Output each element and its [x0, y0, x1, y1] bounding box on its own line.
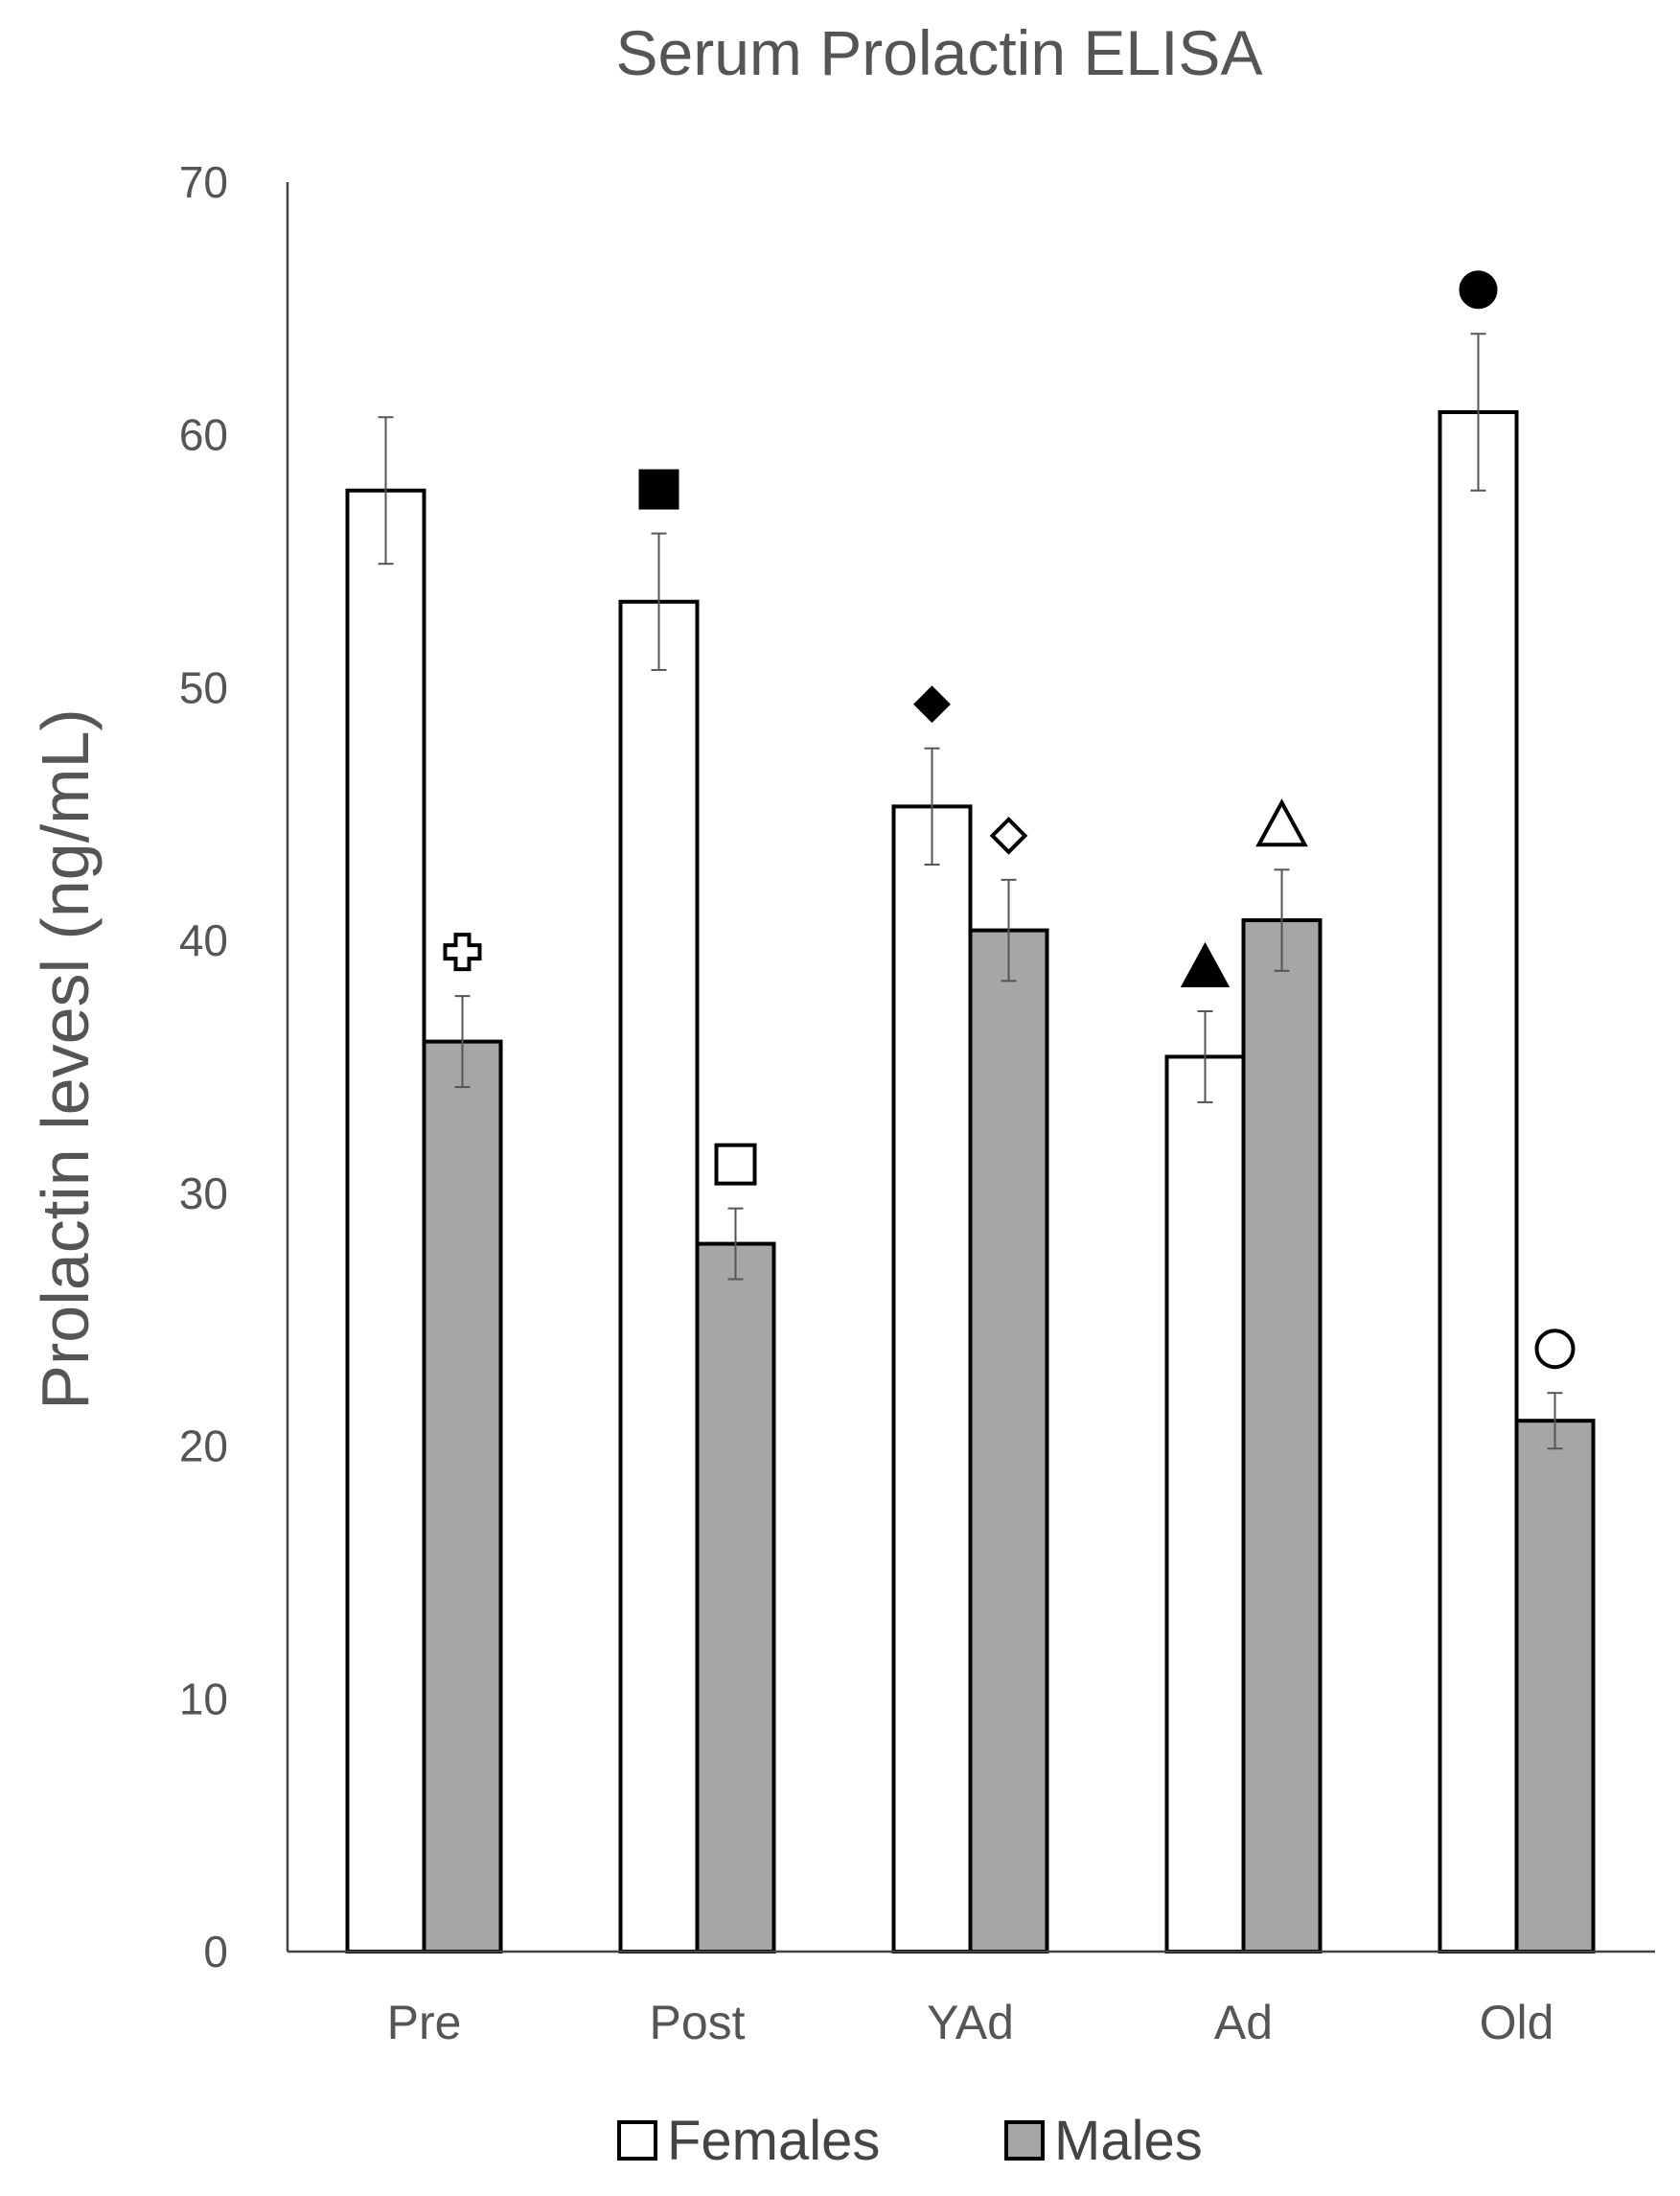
y-tick-label: 70: [179, 157, 228, 207]
bar-males-old: [1514, 1419, 1596, 1953]
x-category-label: Ad: [1214, 1996, 1273, 2049]
axes: [286, 182, 1655, 1953]
significance-marker-open-cross: [443, 933, 482, 972]
bar-females-ad: [1164, 1054, 1246, 1953]
bar-females-pre: [345, 488, 426, 1953]
significance-marker-open-circle: [1534, 1329, 1576, 1370]
chart-title: Serum Prolactin ELISA: [616, 17, 1263, 88]
x-category-label: Old: [1480, 1996, 1554, 2049]
y-tick-label: 30: [179, 1168, 228, 1218]
x-axis-categories: Pre Post YAd Ad Old: [387, 1996, 1554, 2049]
x-category-label: Post: [649, 1996, 745, 2049]
y-axis-ticks: 0 10 20 30 40 50 60 70: [179, 157, 228, 1976]
y-tick-label: 50: [179, 662, 228, 712]
significance-marker-filled-circle: [1459, 270, 1498, 310]
bar-males-yad: [968, 928, 1049, 1954]
legend-swatch-males: [1004, 2120, 1045, 2161]
y-tick-label: 0: [203, 1927, 228, 1976]
bar-females-yad: [891, 804, 973, 1953]
y-tick-label: 20: [179, 1422, 228, 1471]
bar-females-post: [618, 599, 700, 1953]
y-tick-label: 40: [179, 915, 228, 965]
x-category-label: Pre: [387, 1996, 462, 2049]
bar-males-pre: [422, 1039, 503, 1953]
significance-marker-filled-diamond: [913, 685, 951, 724]
bars-group: [345, 270, 1596, 1954]
significance-marker-open-triangle: [1255, 798, 1308, 847]
legend-label-females: Females: [667, 2110, 880, 2172]
legend-swatch-females: [617, 2120, 657, 2161]
bar-females-old: [1438, 409, 1519, 1954]
significance-marker-filled-triangle: [1180, 941, 1231, 987]
x-category-label: YAd: [927, 1996, 1014, 2049]
bar-males-post: [695, 1241, 776, 1953]
y-tick-label: 60: [179, 410, 228, 460]
bar-males-ad: [1241, 918, 1323, 1954]
y-tick-label: 10: [179, 1674, 228, 1723]
legend: Females Males: [617, 2110, 1203, 2172]
significance-marker-open-square: [714, 1143, 757, 1186]
y-axis-label: Prolactin levesl (ng/mL): [28, 708, 103, 1409]
significance-marker-open-diamond: [989, 817, 1028, 855]
legend-label-males: Males: [1054, 2110, 1203, 2172]
significance-marker-filled-square: [638, 469, 679, 510]
